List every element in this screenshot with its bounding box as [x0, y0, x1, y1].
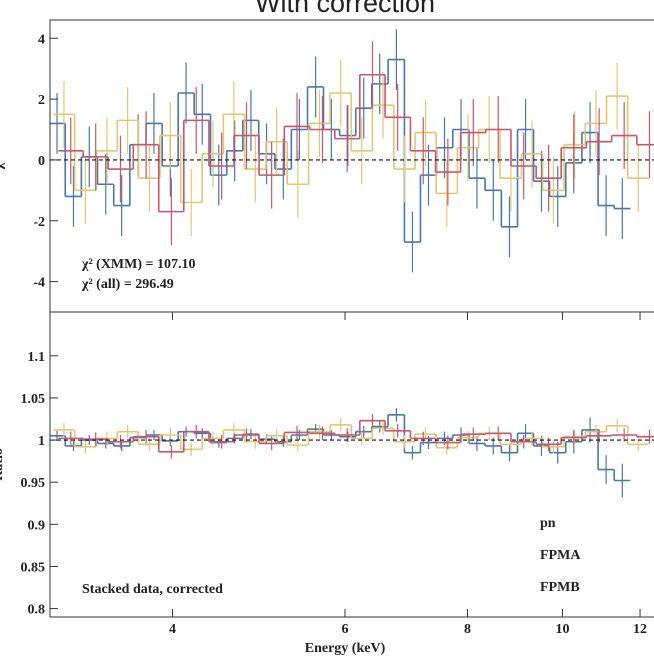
x-tick-label: 4	[169, 622, 176, 637]
y-tick-label: -4	[33, 276, 45, 291]
x-tick-label: 6	[342, 622, 349, 637]
legend-entry: FPMB	[540, 580, 580, 595]
y-tick-label: 2	[38, 93, 45, 108]
x-axis-label: Energy (keV)	[305, 641, 386, 656]
y-tick-label: -2	[33, 215, 45, 230]
y-tick-label: 1.1	[28, 350, 46, 365]
y-tick-label: 0	[38, 154, 45, 169]
x-tick-label: 8	[464, 622, 471, 637]
y-axis-label: χ	[0, 162, 6, 170]
y-tick-label: 1	[38, 434, 45, 449]
y-tick-label: 4	[38, 32, 45, 47]
legend-entry: pn	[540, 516, 556, 531]
plot-area	[50, 29, 654, 273]
y-tick-label: 1.05	[21, 392, 46, 407]
y-axis-label: Ratio	[0, 448, 6, 481]
annotation: χ² (XMM) = 107.10	[81, 257, 196, 272]
plot-area	[50, 408, 654, 498]
x-tick-label: 12	[633, 622, 647, 637]
y-tick-label: 0.85	[21, 560, 46, 575]
y-tick-label: 0.9	[28, 518, 46, 533]
y-tick-label: 0.95	[21, 476, 46, 491]
annotation: χ² (all) = 296.49	[81, 277, 174, 292]
legend-entry: FPMA	[540, 548, 581, 563]
annotation: Stacked data, corrected	[82, 582, 223, 597]
chart-title: With correction	[255, 0, 435, 18]
x-tick-label: 10	[555, 622, 569, 637]
frame	[49, 311, 654, 618]
y-tick-label: 0.8	[28, 603, 46, 618]
